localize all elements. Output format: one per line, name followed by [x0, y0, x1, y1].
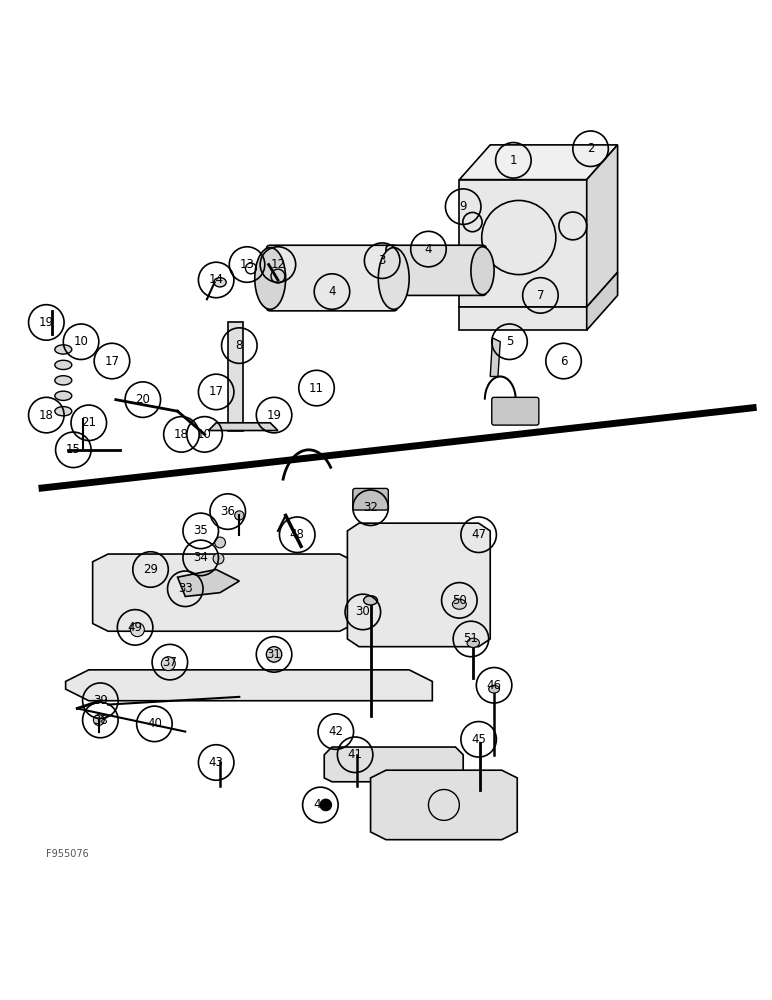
Polygon shape [371, 770, 517, 840]
Polygon shape [208, 423, 278, 431]
Text: 33: 33 [178, 582, 193, 595]
Polygon shape [93, 554, 355, 631]
Ellipse shape [213, 553, 224, 564]
Ellipse shape [55, 376, 72, 385]
Polygon shape [459, 180, 587, 307]
Text: 5: 5 [506, 335, 513, 348]
Text: 10: 10 [73, 335, 89, 348]
Text: 4: 4 [425, 243, 432, 256]
Text: 17: 17 [208, 385, 224, 398]
Text: 35: 35 [193, 524, 208, 537]
Ellipse shape [55, 391, 72, 400]
Ellipse shape [93, 715, 104, 725]
Text: 14: 14 [208, 273, 224, 286]
Text: 45: 45 [471, 733, 486, 746]
Text: 48: 48 [290, 528, 305, 541]
Text: 3: 3 [378, 254, 386, 267]
Polygon shape [228, 322, 243, 431]
FancyBboxPatch shape [353, 488, 388, 510]
Polygon shape [459, 307, 587, 330]
Text: 10: 10 [197, 428, 212, 441]
Text: 41: 41 [347, 748, 363, 761]
Text: 44: 44 [313, 798, 328, 811]
Text: 30: 30 [355, 605, 371, 618]
Ellipse shape [452, 599, 466, 609]
Text: 21: 21 [81, 416, 96, 429]
Text: 47: 47 [471, 528, 486, 541]
Polygon shape [490, 338, 500, 376]
Text: 34: 34 [193, 551, 208, 564]
Text: 17: 17 [104, 355, 120, 368]
Ellipse shape [364, 596, 378, 605]
Text: 11: 11 [309, 382, 324, 395]
Text: 50: 50 [452, 594, 467, 607]
Ellipse shape [471, 247, 494, 295]
Text: 19: 19 [39, 316, 54, 329]
FancyBboxPatch shape [492, 397, 539, 425]
Text: 1: 1 [510, 154, 517, 167]
Text: 36: 36 [220, 505, 235, 518]
Polygon shape [347, 523, 490, 647]
Ellipse shape [130, 623, 144, 637]
Text: 19: 19 [266, 409, 282, 422]
Polygon shape [324, 747, 463, 782]
Ellipse shape [55, 345, 72, 354]
Text: 32: 32 [363, 501, 378, 514]
FancyBboxPatch shape [386, 245, 486, 295]
Text: 43: 43 [208, 756, 224, 769]
Text: 39: 39 [93, 694, 108, 707]
Ellipse shape [489, 685, 499, 693]
Text: 37: 37 [162, 656, 178, 669]
Text: 9: 9 [459, 200, 467, 213]
FancyBboxPatch shape [266, 245, 398, 311]
Text: 31: 31 [266, 648, 282, 661]
Text: 46: 46 [486, 679, 502, 692]
Text: 4: 4 [328, 285, 336, 298]
Polygon shape [66, 670, 432, 701]
Ellipse shape [55, 360, 72, 370]
Text: F955076: F955076 [46, 849, 89, 859]
Ellipse shape [378, 248, 409, 309]
Polygon shape [178, 569, 239, 596]
Text: 7: 7 [537, 289, 544, 302]
Text: 18: 18 [39, 409, 54, 422]
Ellipse shape [255, 248, 286, 309]
Ellipse shape [214, 278, 226, 287]
Text: 15: 15 [66, 443, 81, 456]
Text: 20: 20 [135, 393, 151, 406]
Ellipse shape [467, 638, 479, 647]
Text: 8: 8 [235, 339, 243, 352]
Ellipse shape [266, 647, 282, 662]
Text: 12: 12 [270, 258, 286, 271]
Ellipse shape [320, 799, 331, 811]
Text: 13: 13 [239, 258, 255, 271]
Polygon shape [459, 145, 618, 180]
Text: 49: 49 [127, 621, 143, 634]
Polygon shape [587, 272, 618, 330]
Ellipse shape [55, 407, 72, 416]
Text: 51: 51 [463, 632, 479, 645]
Text: 6: 6 [560, 355, 567, 368]
Ellipse shape [215, 537, 225, 548]
Text: 18: 18 [174, 428, 189, 441]
Text: 42: 42 [328, 725, 344, 738]
Ellipse shape [235, 511, 244, 520]
Text: 2: 2 [587, 142, 594, 155]
Polygon shape [587, 145, 618, 307]
Ellipse shape [161, 657, 175, 671]
Text: 29: 29 [143, 563, 158, 576]
Text: 40: 40 [147, 717, 162, 730]
Text: 38: 38 [93, 714, 108, 727]
